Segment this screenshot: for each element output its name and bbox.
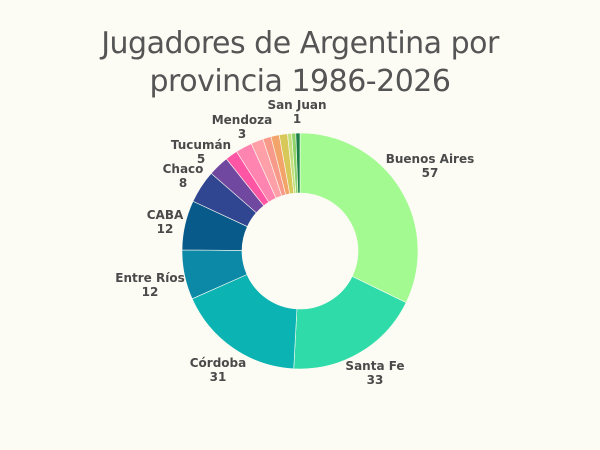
label-san-juan-value: 1 [293,112,301,126]
label-entre-ríos-name: Entre Ríos [115,271,184,285]
label-caba-name: CABA [147,208,184,222]
label-córdoba-name: Córdoba [190,356,247,370]
label-buenos-aires-value: 57 [422,166,439,180]
label-chaco-name: Chaco [163,162,204,176]
label-san-juan-name: San Juan [267,98,326,112]
chart-title-line-2: provincia 1986-2026 [149,64,451,99]
slice-buenos-aires [299,132,419,304]
label-santa-fe-value: 33 [367,373,384,387]
label-buenos-aires-name: Buenos Aires [386,152,475,166]
slice-santa-fe [293,275,407,370]
label-mendoza-name: Mendoza [212,113,273,127]
label-chaco-value: 8 [179,176,187,190]
label-córdoba-value: 31 [210,370,227,384]
label-caba-value: 12 [157,222,174,236]
label-mendoza-value: 3 [238,127,246,141]
label-tucumán-name: Tucumán [171,138,231,152]
slice-san-juan [295,132,301,194]
label-entre-ríos-value: 12 [142,285,159,299]
chart-title-line-1: Jugadores de Argentina por [101,26,499,61]
label-tucumán-value: 5 [197,152,205,166]
label-santa-fe-name: Santa Fe [345,359,404,373]
